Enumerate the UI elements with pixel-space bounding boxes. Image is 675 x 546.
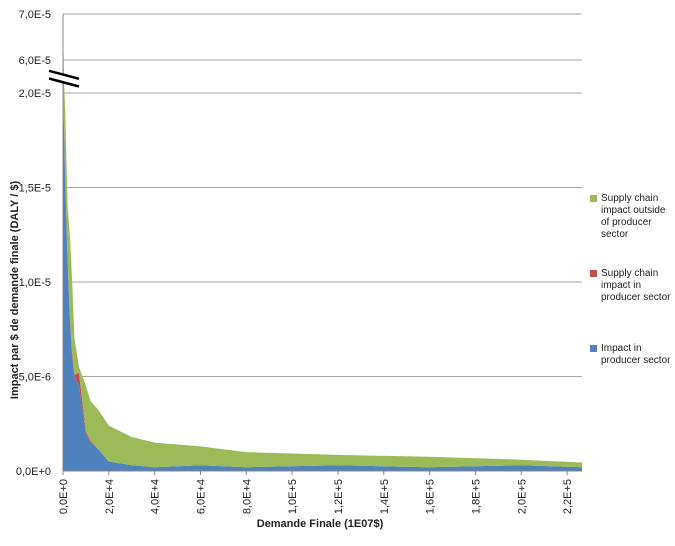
area-series — [63, 23, 582, 468]
axis-break — [48, 69, 80, 81]
x-tick-label: 1,2E+5 — [333, 479, 345, 514]
y-tick-label: 5,0E-6 — [19, 371, 51, 383]
y-axis-title: Impact par $ de demande finale (DALY / $… — [9, 181, 21, 400]
x-tick-label: 8,0E+4 — [241, 479, 253, 514]
y-tick-label: 1,5E-5 — [19, 182, 51, 194]
legend-label: Impact in producer sector — [601, 343, 671, 366]
y-tick-label: 6,0E-5 — [19, 55, 51, 67]
x-tick-label: 1,0E+5 — [287, 479, 299, 514]
x-tick-label: 6,0E+4 — [195, 479, 207, 514]
legend-item: Supply chain impact outside of producer … — [590, 193, 674, 241]
area-series — [63, 83, 582, 468]
y-tick-label: 2,0E-5 — [19, 88, 51, 100]
x-tick-label: 1,4E+5 — [379, 479, 391, 514]
x-tick-label: 1,6E+5 — [425, 479, 437, 514]
legend-swatch — [590, 195, 597, 202]
x-tick-label: 0,0E+0 — [58, 479, 70, 514]
x-tick-label: 2,2E+5 — [562, 479, 574, 514]
legend-swatch — [590, 345, 597, 352]
axis-break-gap — [49, 74, 79, 83]
x-tick-label: 1,8E+5 — [470, 479, 482, 514]
legend-label: Supply chain impact in producer sector — [601, 268, 671, 303]
legend-swatch — [590, 270, 597, 277]
x-tick-label: 2,0E+4 — [104, 479, 116, 514]
y-tick-label: 1,0E-5 — [19, 277, 51, 289]
y-tick-label: 7,0E-5 — [19, 9, 51, 21]
y-tick-label: 0,0E+0 — [16, 466, 51, 478]
legend-item: Impact in producer sector — [590, 343, 674, 367]
grid — [63, 13, 582, 472]
x-axis-title: Demande Finale (1E07$) — [257, 518, 384, 530]
legend-item: Supply chain impact in producer sector — [590, 268, 674, 304]
legend-label: Supply chain impact outside of producer … — [601, 193, 666, 240]
x-tick-label: 4,0E+4 — [150, 479, 162, 514]
axis-break — [48, 77, 80, 88]
x-tick-label: 2,0E+5 — [516, 479, 528, 514]
